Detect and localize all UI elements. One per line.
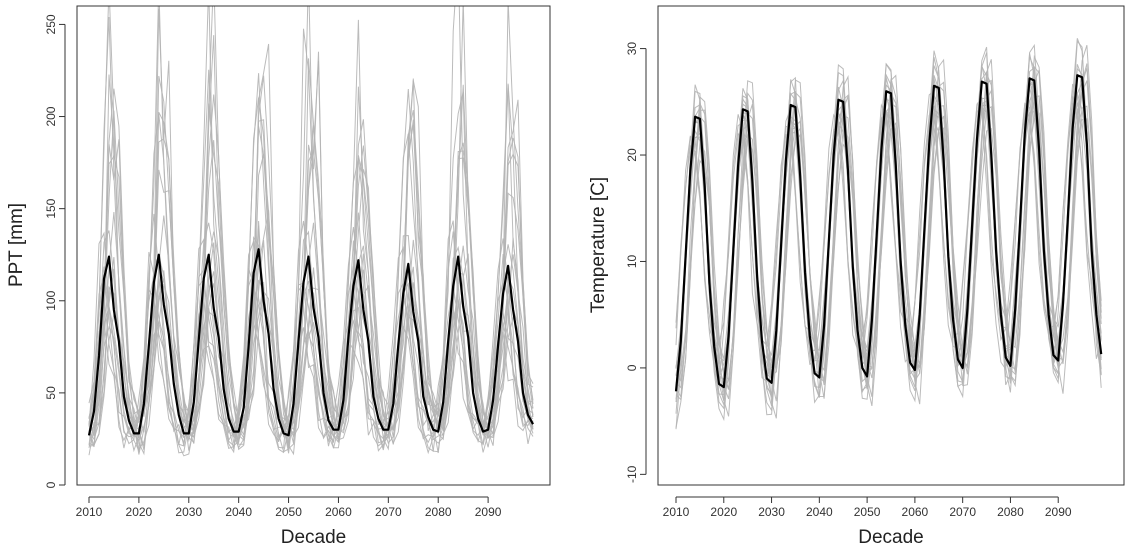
y-tick-label: 100 xyxy=(44,290,58,310)
x-tick-label: 2040 xyxy=(806,505,833,519)
y-tick-label: 200 xyxy=(44,106,58,126)
series-group xyxy=(87,6,534,457)
x-tick-label: 2070 xyxy=(949,505,976,519)
ensemble-member-line xyxy=(88,220,534,450)
x-tick-label: 2010 xyxy=(663,505,690,519)
x-tick-label: 2070 xyxy=(375,505,402,519)
x-tick-label: 2080 xyxy=(425,505,452,519)
y-axis-label: Temperature [C] xyxy=(588,177,609,313)
ensemble-member-line xyxy=(88,225,534,456)
y-tick-label: 0 xyxy=(625,364,639,371)
series-group xyxy=(674,38,1103,430)
temperature-chart: 2010 2020 2030 2040 2050 2060 2070 2080 2090-100… xyxy=(588,5,1125,548)
y-tick-label: 150 xyxy=(44,198,58,218)
y-tick-label: 10 xyxy=(625,254,639,268)
x-tick-label: 2010 xyxy=(76,505,103,519)
y-tick-label: 20 xyxy=(625,148,639,162)
ensemble-member-line xyxy=(88,253,534,456)
x-tick-label: 2030 xyxy=(175,505,202,519)
ensemble-mean-line xyxy=(674,74,1103,392)
ensemble-member-line xyxy=(88,210,534,450)
x-tick-label: 2090 xyxy=(1045,505,1072,519)
x-tick-label: 2030 xyxy=(758,505,785,519)
x-axis-label: Decade xyxy=(281,527,347,548)
y-tick-label: 30 xyxy=(625,42,639,56)
x-tick-label: 2060 xyxy=(325,505,352,519)
y-tick-label: 0 xyxy=(44,481,58,488)
ensemble-member-line xyxy=(675,78,1102,414)
ensemble-member-line xyxy=(88,6,534,444)
ensemble-member-line xyxy=(88,289,534,454)
plot-frame xyxy=(76,5,551,486)
x-tick-label: 2050 xyxy=(854,505,881,519)
ensemble-member-line xyxy=(88,6,534,438)
x-tick-label: 2080 xyxy=(997,505,1024,519)
plot-frame xyxy=(657,5,1125,486)
x-tick-label: 2020 xyxy=(710,505,737,519)
ensemble-member-line xyxy=(88,287,534,455)
ensemble-member-line xyxy=(88,6,534,448)
y-tick-label: -10 xyxy=(625,465,639,483)
ensemble-member-line xyxy=(675,102,1102,380)
precipitation-chart: 2010 2020 2030 2040 2050 2060 2070 2080 2090 0 50 1… xyxy=(6,5,551,548)
y-axis-label: PPT [mm] xyxy=(6,203,27,287)
x-tick-label: 2020 xyxy=(126,505,153,519)
ensemble-member-line xyxy=(88,212,534,448)
x-axis-label: Decade xyxy=(858,527,924,548)
x-tick-label: 2050 xyxy=(275,505,302,519)
x-tick-label: 2040 xyxy=(225,505,252,519)
y-tick-label: 250 xyxy=(44,14,58,34)
x-tick-label: 2090 xyxy=(475,505,502,519)
ensemble-member-line xyxy=(675,96,1102,384)
x-tick-label: 2060 xyxy=(902,505,929,519)
y-tick-label: 50 xyxy=(44,386,58,400)
ensemble-mean-line xyxy=(87,248,534,437)
